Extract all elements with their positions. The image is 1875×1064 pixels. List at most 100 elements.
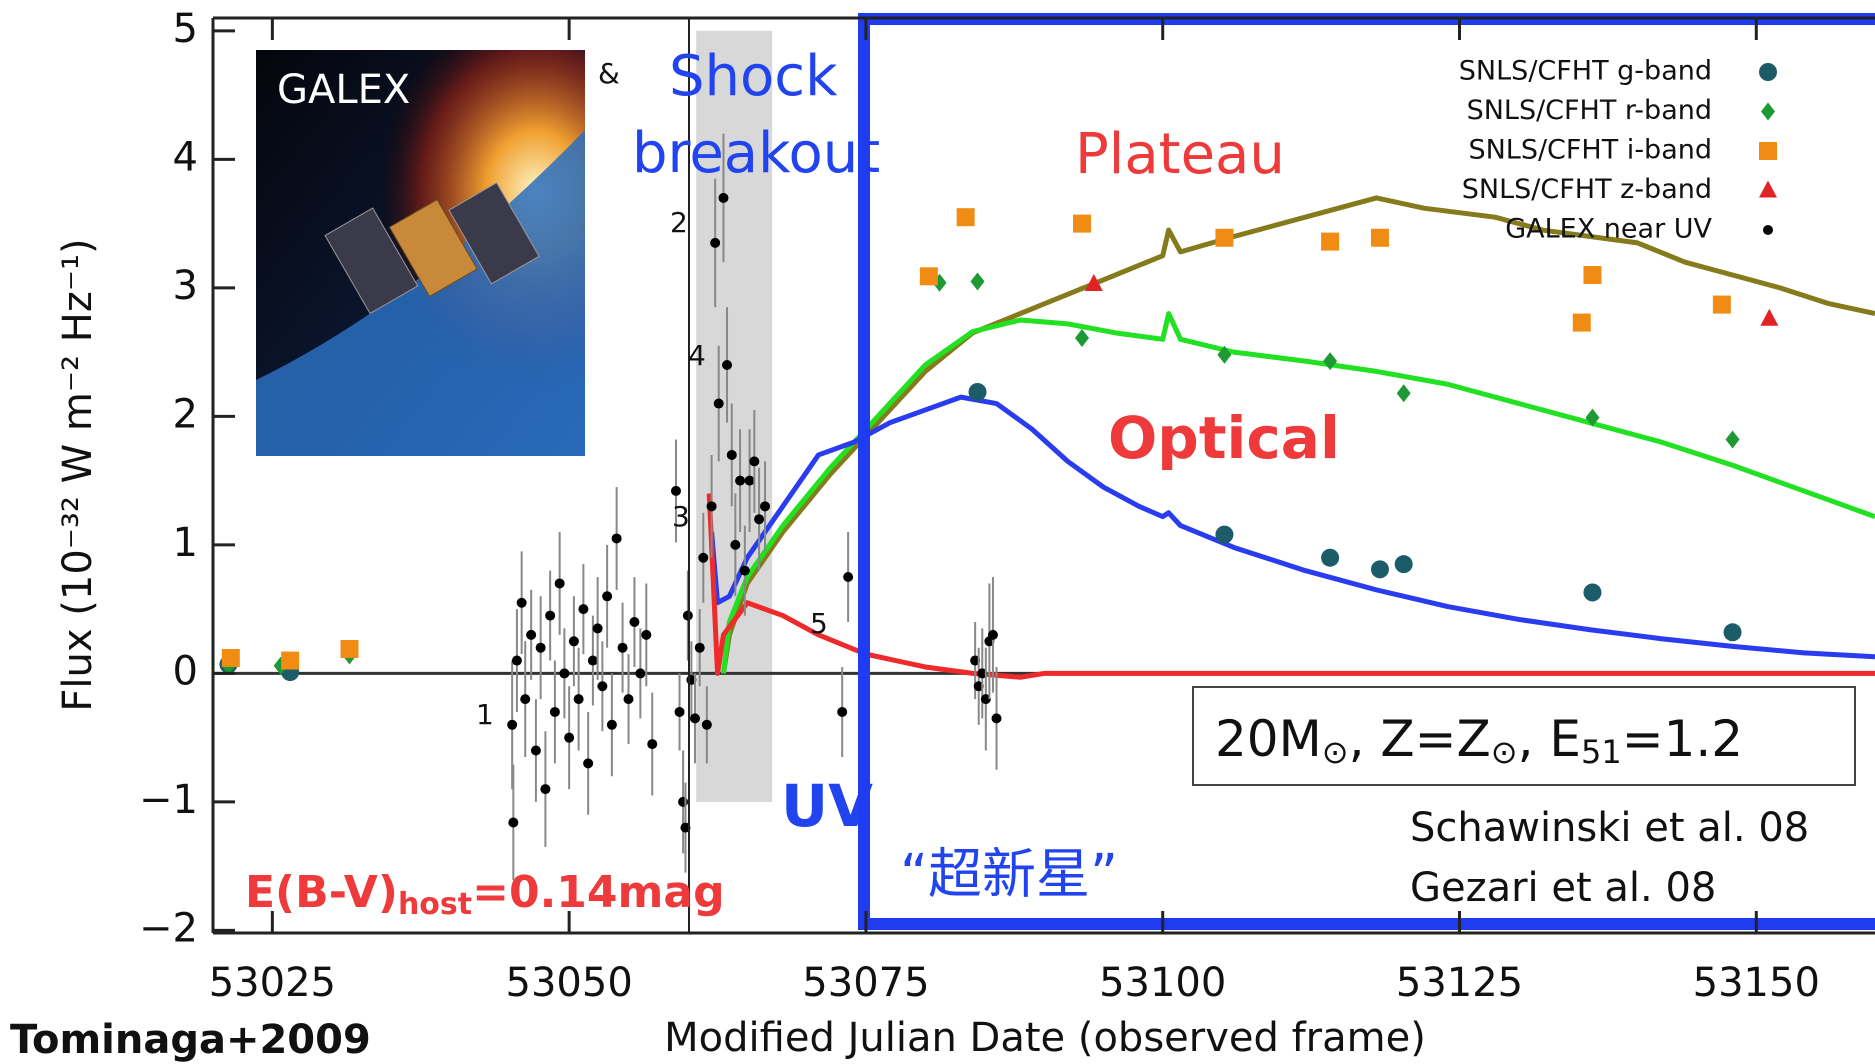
data-point (550, 707, 560, 717)
data-point (992, 713, 1002, 723)
data-point (837, 707, 847, 717)
shock-label: Shock (669, 44, 838, 109)
model-text: , Z=Z (1349, 710, 1491, 768)
data-point (707, 501, 717, 511)
legend-label: SNLS/CFHT z-band (1462, 174, 1712, 205)
optical-label: Optical (1108, 404, 1340, 472)
data-point (574, 694, 584, 704)
data-point (1726, 431, 1740, 449)
data-point (702, 720, 712, 730)
data-point (564, 733, 574, 743)
data-point (675, 707, 685, 717)
data-point (559, 668, 569, 678)
data-point (1073, 215, 1091, 233)
y-tick-label: −2 (139, 905, 198, 951)
amp-label: & (598, 57, 620, 90)
galex-inset: GALEX (256, 50, 585, 456)
data-point (578, 604, 588, 614)
legend-label: SNLS/CFHT r-band (1467, 95, 1712, 126)
data-point (698, 553, 708, 563)
data-point (588, 656, 598, 666)
data-point (607, 720, 617, 730)
legend-swatch (1759, 181, 1777, 198)
supernova-label: “超新星” (900, 843, 1118, 906)
data-point (690, 713, 700, 723)
data-point (1583, 583, 1601, 601)
data-point (695, 643, 705, 653)
data-point (583, 758, 593, 768)
plateau-label: Plateau (1075, 122, 1285, 187)
data-point (1760, 309, 1778, 326)
data-point (969, 383, 987, 401)
data-point (1573, 314, 1591, 332)
ebv-text: =0.14mag (472, 867, 724, 918)
data-point (727, 450, 737, 460)
model-label: 20M⊙, Z=Z⊙, E51=1.2 (1215, 710, 1743, 772)
data-point (536, 643, 546, 653)
reference: Schawinski et al. 08 (1410, 805, 1809, 851)
data-point (507, 720, 517, 730)
x-axis-title: Modified Julian Date (observed frame) (664, 1015, 1426, 1061)
legend-label: SNLS/CFHT i-band (1468, 135, 1712, 166)
x-tick-label: 53150 (1693, 960, 1820, 1006)
data-point (920, 267, 938, 285)
data-point (718, 193, 728, 203)
data-point (602, 591, 612, 601)
data-point (1215, 526, 1233, 544)
data-point (624, 694, 634, 704)
ebv-text: E(B-V) (245, 867, 398, 918)
data-point (629, 617, 639, 627)
data-point (1397, 384, 1411, 402)
data-point (508, 817, 518, 827)
epoch-label: 2 (670, 206, 688, 239)
y-tick-label: −1 (139, 777, 198, 823)
legend-swatch (1759, 63, 1777, 81)
data-point (1395, 555, 1413, 573)
data-point (618, 643, 628, 653)
data-point (988, 630, 998, 640)
model-sub: ⊙ (1322, 733, 1349, 771)
y-tick-label: 2 (173, 391, 198, 437)
reference: Gezari et al. 08 (1410, 865, 1716, 911)
chart: GALEX Shock breakout Plateau Optical UV … (0, 0, 1875, 1064)
epoch-label: 1 (476, 698, 494, 731)
y-tick-label: 0 (173, 648, 198, 694)
data-point (531, 746, 541, 756)
data-point (222, 649, 240, 667)
data-point (1215, 229, 1233, 247)
data-point (555, 578, 565, 588)
x-tick-label: 53075 (802, 960, 929, 1006)
x-tick-label: 53025 (209, 960, 336, 1006)
data-point (1321, 549, 1339, 567)
x-tick-label: 53125 (1396, 960, 1523, 1006)
y-axis-title: Flux (10⁻³² W m⁻² Hz⁻¹) (55, 238, 101, 711)
epoch-label: 5 (810, 607, 828, 640)
data-point (647, 739, 657, 749)
model-sub: 51 (1581, 733, 1622, 771)
model-text: =1.2 (1622, 710, 1743, 768)
legend-swatch (1759, 142, 1777, 160)
data-point (745, 476, 755, 486)
data-point (735, 476, 745, 486)
data-point (671, 486, 681, 496)
data-point (1724, 623, 1742, 641)
data-point (641, 630, 651, 640)
ebv-label: E(B-V)host=0.14mag (245, 867, 725, 922)
epoch-label: 3 (672, 500, 690, 533)
model-curve (723, 314, 1875, 674)
data-point (1321, 233, 1339, 251)
data-point (722, 360, 732, 370)
model-sub: ⊙ (1491, 733, 1518, 771)
data-point (740, 566, 750, 576)
data-point (843, 572, 853, 582)
data-point (540, 784, 550, 794)
legend-swatch (1761, 103, 1775, 121)
y-tick-label: 4 (173, 134, 198, 180)
x-tick-label: 53100 (1099, 960, 1226, 1006)
data-point (517, 598, 527, 608)
data-point (593, 623, 603, 633)
data-point (612, 533, 622, 543)
model-curve (709, 493, 1875, 677)
data-point (635, 668, 645, 678)
model-text: , E (1518, 710, 1581, 768)
